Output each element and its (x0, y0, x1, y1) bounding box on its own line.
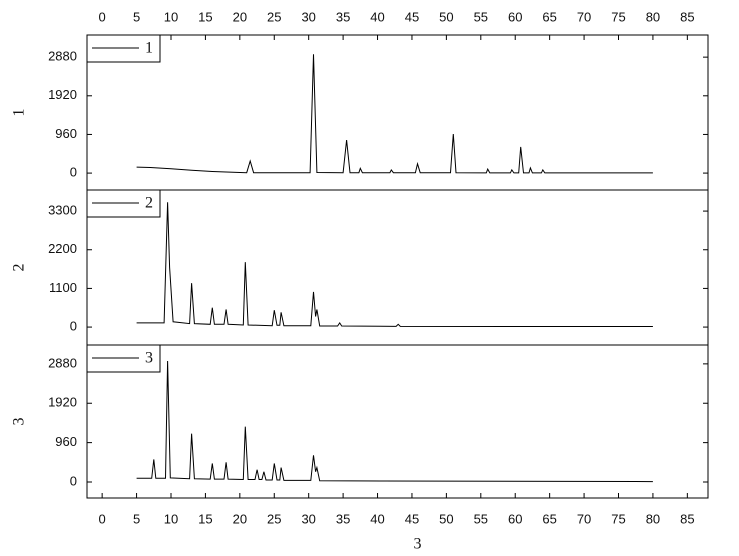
x-tick-label: 5 (133, 511, 140, 526)
x-tick-label: 25 (267, 511, 281, 526)
x-tick-label: 35 (336, 9, 350, 24)
x-tick-label: 60 (508, 9, 522, 24)
x-tick-label: 30 (301, 511, 315, 526)
y-tick-label: 0 (70, 473, 77, 488)
panel-frame (86, 34, 709, 191)
y-tick-label: 1920 (48, 87, 77, 102)
y-tick-label: 2880 (48, 49, 77, 64)
y-tick-label: 0 (70, 165, 77, 180)
x-tick-label: 20 (233, 511, 247, 526)
x-tick-label: 50 (439, 511, 453, 526)
x-tick-label: 75 (611, 9, 625, 24)
x-tick-label: 35 (336, 511, 350, 526)
x-tick-label: 10 (164, 9, 178, 24)
y-axis-label: 3 (11, 418, 28, 426)
y-tick-label: 2200 (48, 241, 77, 256)
x-tick-label: 5 (133, 9, 140, 24)
x-tick-label: 65 (542, 511, 556, 526)
x-tick-label: 80 (646, 9, 660, 24)
y-tick-label: 1100 (49, 280, 77, 295)
x-tick-label: 50 (439, 9, 453, 24)
legend-label: 1 (145, 40, 153, 57)
y-axis-label: 1 (11, 109, 28, 117)
y-tick-label: 960 (55, 434, 77, 449)
x-tick-label: 40 (370, 511, 384, 526)
x-tick-label: 20 (233, 9, 247, 24)
data-line (136, 202, 653, 327)
x-tick-label: 45 (405, 9, 419, 24)
x-tick-label: 65 (542, 9, 556, 24)
data-line (136, 54, 653, 174)
legend-label: 2 (145, 195, 153, 212)
x-tick-label: 0 (99, 9, 106, 24)
x-tick-label: 15 (198, 9, 212, 24)
x-tick-label: 0 (99, 511, 106, 526)
x-tick-label: 85 (680, 511, 694, 526)
x-tick-label: 55 (474, 511, 488, 526)
x-tick-label: 30 (301, 9, 315, 24)
panel-frame (86, 344, 709, 499)
x-tick-label: 85 (680, 9, 694, 24)
y-tick-label: 0 (70, 319, 77, 334)
x-tick-label: 55 (474, 9, 488, 24)
x-tick-label: 25 (267, 9, 281, 24)
x-tick-label: 45 (405, 511, 419, 526)
y-tick-label: 960 (55, 126, 77, 141)
x-tick-label: 10 (164, 511, 178, 526)
y-tick-label: 2880 (48, 355, 77, 370)
x-tick-label: 75 (611, 511, 625, 526)
x-tick-label: 40 (370, 9, 384, 24)
y-axis-label: 2 (11, 264, 28, 272)
x-axis-label: 3 (414, 536, 422, 553)
y-tick-label: 3300 (48, 203, 77, 218)
y-tick-label: 1920 (48, 395, 77, 410)
x-tick-label: 80 (646, 511, 660, 526)
x-tick-label: 15 (198, 511, 212, 526)
panel-frame (86, 189, 709, 346)
data-line (136, 360, 653, 483)
legend-label: 3 (145, 350, 153, 367)
x-tick-label: 70 (577, 9, 591, 24)
x-tick-label: 70 (577, 511, 591, 526)
x-tick-label: 60 (508, 511, 522, 526)
